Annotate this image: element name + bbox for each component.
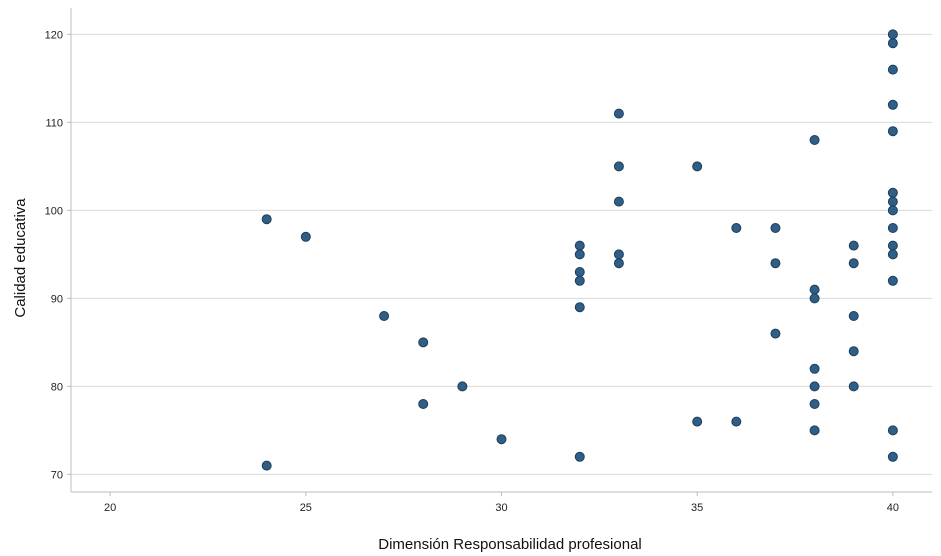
data-point	[496, 434, 507, 445]
y-tick-labels: 70 80 90 100 110 120	[45, 29, 63, 481]
data-point	[692, 416, 703, 427]
data-point	[809, 381, 820, 392]
data-point	[613, 196, 624, 207]
data-point	[574, 267, 585, 277]
data-point	[848, 311, 859, 321]
data-point	[261, 460, 272, 471]
data-point	[848, 258, 859, 269]
x-tick-label: 25	[300, 502, 312, 514]
data-point	[261, 214, 272, 225]
axes	[70, 8, 932, 493]
data-point	[887, 38, 898, 49]
data-point	[809, 284, 820, 295]
data-point	[418, 399, 429, 409]
data-point	[379, 311, 390, 321]
data-point	[300, 231, 311, 242]
x-tick-labels: 20 25 30 35 40	[104, 502, 899, 514]
data-point	[887, 249, 898, 260]
data-point	[887, 205, 898, 216]
data-point	[731, 416, 742, 427]
x-tick-label: 35	[691, 502, 703, 514]
data-point	[613, 108, 624, 119]
data-point	[809, 399, 820, 409]
y-tick-label: 100	[45, 205, 63, 217]
data-point	[848, 381, 859, 392]
data-point	[887, 187, 898, 198]
data-point	[809, 135, 820, 145]
data-point	[887, 126, 898, 137]
y-tick-label: 80	[51, 381, 63, 393]
data-point	[887, 29, 898, 40]
data-point	[418, 337, 429, 348]
data-point	[731, 223, 742, 233]
data-point	[770, 258, 781, 269]
data-point	[574, 240, 585, 251]
data-point	[887, 223, 898, 233]
data-point	[809, 363, 820, 374]
y-tick-label: 90	[51, 293, 63, 305]
data-point	[887, 196, 898, 207]
data-point	[613, 258, 624, 269]
data-point	[692, 161, 703, 172]
data-point	[809, 425, 820, 436]
data-point	[887, 275, 898, 286]
data-point	[809, 293, 820, 304]
data-point	[574, 275, 585, 286]
y-tick-label: 70	[51, 469, 63, 481]
x-axis-title: Dimensión Responsabilidad profesional	[378, 536, 642, 553]
y-tick-label: 110	[45, 117, 63, 129]
data-point	[887, 99, 898, 110]
y-tick-label: 120	[45, 29, 63, 41]
data-point	[887, 451, 898, 462]
data-point	[574, 302, 585, 313]
data-point	[887, 64, 898, 75]
data-point	[770, 328, 781, 339]
data-point	[574, 249, 585, 260]
data-point	[770, 223, 781, 233]
data-point	[613, 161, 624, 172]
x-tick-label: 40	[887, 502, 899, 514]
y-axis-title: Calidad educativa	[12, 198, 29, 318]
data-point	[574, 451, 585, 462]
x-tick-label: 30	[495, 502, 507, 514]
data-point	[848, 346, 859, 357]
data-point	[457, 381, 468, 392]
data-point	[848, 240, 859, 251]
data-point	[613, 249, 624, 260]
data-points	[261, 29, 898, 471]
gridlines	[67, 33, 932, 496]
x-tick-label: 20	[104, 502, 116, 514]
data-point	[887, 425, 898, 436]
data-point	[887, 240, 898, 251]
